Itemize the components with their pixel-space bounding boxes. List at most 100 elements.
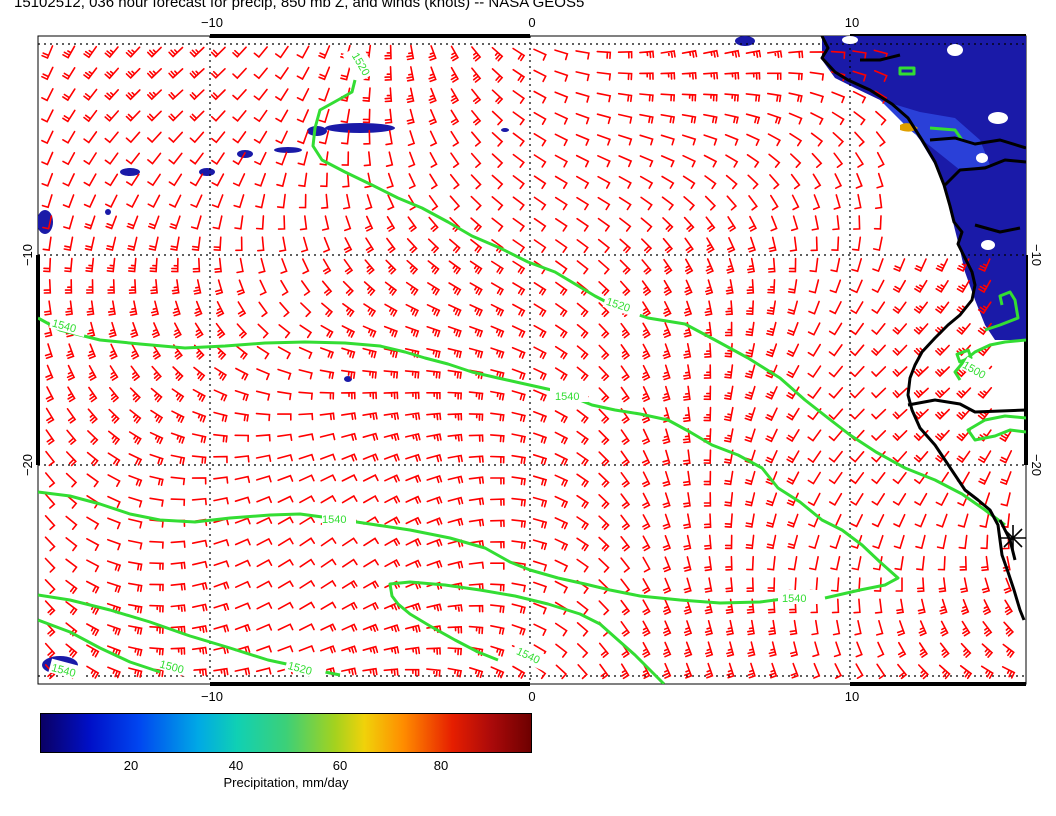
wind-barb [41, 130, 54, 145]
wind-barb [978, 450, 992, 464]
wind-barb [873, 577, 882, 592]
wind-barb [512, 175, 525, 190]
wind-barb [828, 344, 843, 357]
wind-barb [786, 492, 799, 507]
wind-barb [237, 301, 247, 317]
wind-barb [45, 407, 55, 424]
wind-barb [128, 518, 143, 529]
wind-barb [937, 555, 946, 571]
wind-barb [104, 152, 119, 165]
wind-barb [86, 559, 100, 573]
wind-barb [275, 151, 288, 166]
wind-barb [65, 515, 78, 530]
wind-barb [745, 534, 755, 550]
wind-barb [275, 109, 289, 123]
wind-barb [344, 215, 352, 232]
wind-barb [978, 279, 992, 294]
wind-barb [235, 345, 248, 360]
wind-barb [148, 236, 159, 252]
wind-barb [256, 645, 272, 653]
wind-barbs [41, 44, 1016, 680]
wind-barb [577, 643, 589, 658]
wind-barb [682, 428, 691, 444]
wind-barb [66, 364, 76, 381]
wind-barb [871, 323, 886, 336]
wind-barb [490, 282, 504, 296]
wind-barb [533, 111, 547, 125]
wind-barb [704, 556, 713, 572]
wind-barb [725, 619, 734, 636]
wind-barb [130, 322, 139, 338]
wind-barb [43, 279, 52, 294]
wind-barb [831, 598, 840, 614]
wind-barb [662, 535, 672, 551]
wind-barb [872, 534, 884, 550]
wind-barb [298, 644, 315, 653]
wind-barb [554, 580, 569, 594]
wind-barb [598, 515, 610, 531]
wind-barb [126, 215, 139, 230]
wind-barb [554, 112, 569, 125]
wind-barb [258, 301, 268, 318]
land-precip-area [822, 36, 1026, 340]
wind-barb [189, 173, 204, 187]
wind-barb [662, 322, 672, 338]
wind-barb [828, 450, 843, 463]
left-tick-label: −10 [20, 244, 35, 266]
wind-barb [597, 196, 611, 211]
wind-barb [234, 602, 251, 610]
wind-barb [106, 257, 116, 273]
wind-barb [341, 645, 357, 654]
wind-barb [512, 68, 526, 83]
wind-barb [554, 517, 569, 530]
wind-barb [915, 534, 926, 550]
wind-barb [960, 577, 969, 593]
wind-barb [807, 365, 822, 379]
wind-barb [598, 430, 610, 445]
wind-barb [554, 133, 569, 147]
wind-barb [426, 412, 442, 421]
wind-barb [683, 492, 691, 508]
wind-barb [533, 389, 547, 402]
wind-barb [854, 131, 865, 147]
wind-barb [126, 173, 140, 187]
wind-barb [149, 647, 164, 656]
wind-barb [383, 646, 400, 655]
wind-barb [810, 132, 824, 147]
wind-barb [363, 129, 371, 145]
wind-barb [642, 620, 651, 637]
wind-barb [703, 71, 719, 80]
wind-barb [108, 321, 117, 338]
wind-barb [641, 386, 651, 402]
wind-barb [236, 279, 246, 296]
wind-barb [104, 110, 119, 122]
wind-barb [555, 218, 568, 232]
wind-barb [214, 257, 222, 273]
wind-barb [512, 217, 526, 232]
wind-barb [318, 45, 331, 60]
wind-barb [576, 494, 590, 509]
wind-barb [88, 386, 98, 403]
wind-barb [277, 537, 294, 547]
wind-barb [469, 304, 483, 317]
wind-barb [913, 323, 929, 335]
wind-barb [956, 429, 971, 442]
wind-barb [234, 496, 251, 504]
wind-barb [125, 110, 141, 122]
wind-barb [640, 217, 653, 232]
wind-barb [747, 257, 756, 274]
wind-barb [168, 131, 183, 144]
wind-barb [916, 577, 925, 593]
wind-barb [151, 322, 161, 338]
wind-barb [107, 300, 116, 316]
wind-barb [620, 663, 630, 680]
wind-barb [724, 113, 739, 124]
wind-barb [194, 322, 204, 339]
wind-barb [150, 279, 158, 295]
wind-barb [511, 390, 526, 402]
wind-barb [639, 175, 654, 189]
contour-1520-north [311, 79, 1006, 527]
wind-barb [302, 258, 310, 275]
wind-barb [43, 257, 52, 273]
wind-barb [727, 216, 737, 232]
